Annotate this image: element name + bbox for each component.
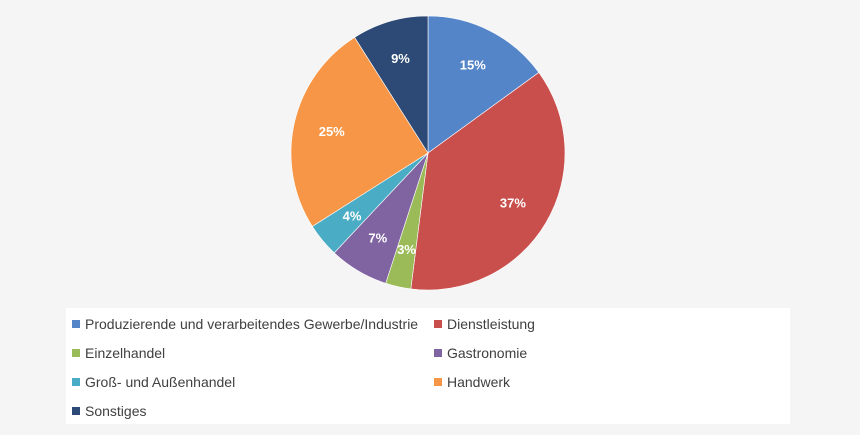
- legend-label: Sonstiges: [85, 403, 147, 419]
- data-label: 25%: [319, 124, 345, 139]
- legend-swatch: [434, 378, 442, 386]
- legend-label: Handwerk: [447, 374, 511, 390]
- legend-swatch: [434, 320, 442, 328]
- legend-swatch: [72, 407, 80, 415]
- legend-item: Handwerk: [434, 374, 510, 390]
- legend-label: Produzierende und verarbeitendes Gewerbe…: [85, 316, 419, 332]
- legend-label: Gastronomie: [447, 345, 528, 361]
- data-label: 7%: [368, 230, 387, 245]
- data-label: 9%: [391, 51, 410, 66]
- pie-chart: 15% 37% 3% 7% 4% 25% 9%: [290, 15, 566, 291]
- legend-item: Sonstiges: [72, 403, 146, 419]
- legend-label: Dienstleistung: [447, 316, 535, 332]
- legend-swatch: [434, 349, 442, 357]
- data-label: 3%: [397, 242, 416, 257]
- pie-slice: [427, 15, 540, 154]
- data-label: 4%: [343, 208, 362, 223]
- pie-slice: [290, 36, 429, 227]
- legend-item: Groß- und Außenhandel: [72, 374, 235, 390]
- legend-item: Dienstleistung: [434, 316, 535, 332]
- legend-item: Einzelhandel: [72, 345, 165, 361]
- pie-slice: [354, 15, 429, 155]
- legend-swatch: [72, 378, 80, 386]
- pie-slice: [410, 72, 566, 291]
- legend-label: Einzelhandel: [85, 345, 166, 361]
- legend-swatch: [72, 320, 80, 328]
- legend-item: Produzierende und verarbeitendes Gewerbe…: [72, 316, 418, 332]
- legend-swatch: [72, 349, 80, 357]
- data-label: 37%: [500, 196, 526, 211]
- data-label: 15%: [460, 58, 486, 73]
- legend-label: Groß- und Außenhandel: [85, 374, 236, 390]
- legend-item: Gastronomie: [434, 345, 527, 361]
- chart-legend: Produzierende und verarbeitendes Gewerbe…: [66, 308, 790, 424]
